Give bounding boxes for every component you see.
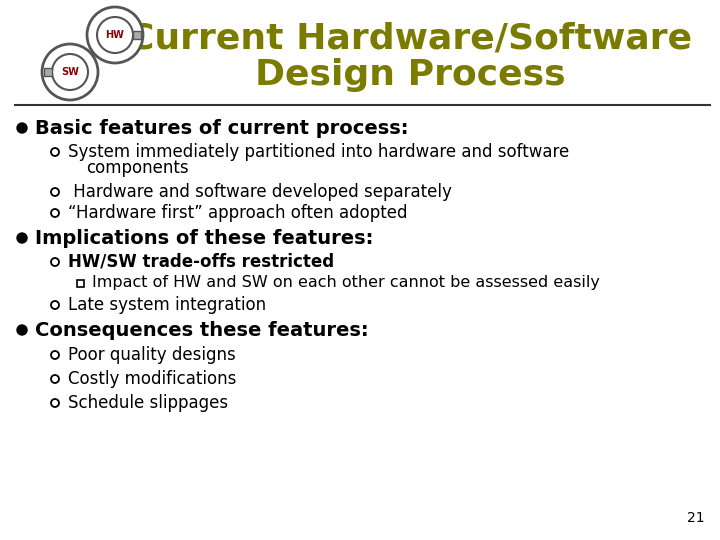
Bar: [76, 280, 84, 287]
Circle shape: [51, 209, 59, 217]
Circle shape: [51, 258, 59, 266]
Circle shape: [51, 148, 59, 156]
Circle shape: [51, 188, 59, 196]
Text: Basic features of current process:: Basic features of current process:: [35, 118, 408, 138]
Text: Consequences these features:: Consequences these features:: [35, 321, 369, 340]
Text: Implications of these features:: Implications of these features:: [35, 228, 374, 247]
Circle shape: [17, 325, 27, 335]
Text: 21: 21: [688, 511, 705, 525]
Text: components: components: [86, 159, 189, 177]
Circle shape: [51, 375, 59, 383]
Text: Current Hardware/Software: Current Hardware/Software: [128, 21, 692, 55]
Text: HW: HW: [106, 30, 125, 40]
Circle shape: [51, 301, 59, 309]
Text: HW/SW trade-offs restricted: HW/SW trade-offs restricted: [68, 253, 334, 271]
Text: “Hardware first” approach often adopted: “Hardware first” approach often adopted: [68, 204, 408, 222]
Bar: [133, 31, 141, 39]
Text: SW: SW: [61, 67, 79, 77]
Text: Design Process: Design Process: [255, 58, 565, 92]
Text: System immediately partitioned into hardware and software: System immediately partitioned into hard…: [68, 143, 570, 161]
Bar: [44, 68, 52, 76]
Text: Costly modifications: Costly modifications: [68, 370, 236, 388]
Text: Schedule slippages: Schedule slippages: [68, 394, 228, 412]
Circle shape: [17, 233, 27, 243]
Circle shape: [51, 399, 59, 407]
Text: Hardware and software developed separately: Hardware and software developed separate…: [68, 183, 452, 201]
Circle shape: [17, 123, 27, 133]
Circle shape: [42, 44, 98, 100]
Circle shape: [87, 7, 143, 63]
Circle shape: [52, 54, 88, 90]
Text: Poor quality designs: Poor quality designs: [68, 346, 235, 364]
Text: Late system integration: Late system integration: [68, 296, 266, 314]
Circle shape: [97, 17, 133, 53]
Circle shape: [51, 351, 59, 359]
Text: Impact of HW and SW on each other cannot be assessed easily: Impact of HW and SW on each other cannot…: [92, 275, 600, 291]
